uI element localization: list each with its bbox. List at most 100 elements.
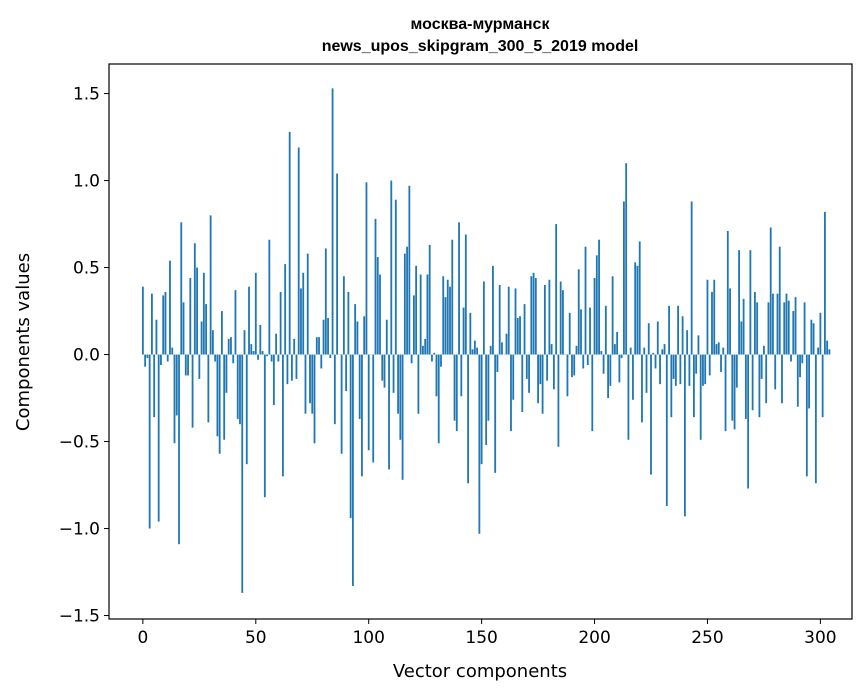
bar-129	[433, 353, 435, 355]
bar-116	[404, 254, 406, 355]
bar-291	[799, 355, 801, 378]
bar-67	[293, 339, 295, 355]
bar-190	[571, 355, 573, 378]
bar-chart: москва-мурманск news_upos_skipgram_300_5…	[0, 0, 867, 696]
bar-209	[614, 344, 616, 354]
bar-103	[375, 219, 377, 355]
y-tick-label: 0.5	[73, 259, 100, 279]
bar-47	[248, 287, 250, 355]
y-tick-label: −1.5	[59, 607, 100, 627]
bar-61	[280, 292, 282, 355]
bar-230	[661, 349, 663, 354]
bar-112	[395, 200, 397, 355]
bar-138	[454, 355, 456, 421]
bar-267	[745, 355, 747, 419]
bar-246	[698, 335, 700, 354]
bar-218	[634, 262, 636, 354]
bar-131	[438, 355, 440, 444]
bar-166	[517, 318, 519, 355]
bar-150	[481, 355, 483, 465]
bar-277	[768, 302, 770, 354]
bar-77	[316, 337, 318, 354]
bar-139	[456, 355, 458, 432]
bar-234	[670, 355, 672, 418]
bar-264	[738, 250, 740, 354]
bar-28	[205, 304, 207, 354]
bar-145	[469, 313, 471, 355]
bar-14	[174, 355, 176, 444]
bar-239	[682, 316, 684, 354]
bar-228	[657, 321, 659, 354]
bar-75	[311, 355, 313, 414]
bar-295	[808, 355, 810, 409]
bar-290	[797, 355, 799, 407]
bar-281	[777, 294, 779, 355]
bar-95	[357, 321, 359, 354]
bar-7	[158, 355, 160, 522]
y-tick-label: 1.0	[73, 172, 100, 192]
bar-45	[244, 330, 246, 354]
bar-136	[449, 287, 451, 355]
bar-184	[558, 355, 560, 447]
bar-287	[790, 355, 792, 362]
bar-194	[580, 309, 582, 354]
bar-114	[399, 355, 401, 440]
bars-group	[142, 88, 830, 593]
bar-202	[598, 240, 600, 355]
bar-253	[713, 280, 715, 355]
bar-188	[567, 355, 569, 397]
x-tick-label: 100	[352, 628, 384, 648]
bar-18	[183, 302, 185, 354]
bar-161	[506, 334, 508, 355]
y-tick-label: −0.5	[59, 433, 100, 453]
bar-255	[718, 342, 720, 354]
bar-105	[379, 275, 381, 355]
bar-128	[431, 355, 433, 362]
bar-204	[603, 355, 605, 374]
bar-115	[402, 355, 404, 480]
bar-9	[162, 295, 164, 354]
bar-302	[824, 212, 826, 355]
bar-130	[436, 355, 438, 397]
x-tick-label: 150	[465, 628, 497, 648]
bar-256	[720, 355, 722, 372]
bar-157	[497, 355, 499, 372]
bar-301	[822, 355, 824, 418]
bar-90	[345, 355, 347, 392]
bar-300	[819, 313, 821, 355]
bar-284	[783, 302, 785, 354]
bar-243	[691, 201, 693, 354]
bar-78	[318, 337, 320, 354]
bar-58	[273, 355, 275, 405]
bar-41	[235, 290, 237, 354]
bar-125	[424, 339, 426, 355]
bar-84	[332, 88, 334, 354]
bar-200	[594, 278, 596, 355]
bar-12	[169, 261, 171, 355]
bar-283	[781, 355, 783, 404]
bar-212	[621, 355, 623, 358]
bar-173	[533, 273, 535, 355]
bar-96	[359, 355, 361, 419]
bar-242	[688, 355, 690, 386]
bar-185	[560, 281, 562, 354]
chart-title-line2: news_upos_skipgram_300_5_2019 model	[322, 38, 639, 55]
bar-238	[679, 355, 681, 385]
bar-80	[323, 320, 325, 355]
bar-199	[591, 355, 593, 432]
bar-141	[460, 355, 462, 397]
bar-137	[451, 240, 453, 355]
bar-94	[354, 304, 356, 354]
x-tick-label: 0	[137, 628, 148, 648]
bar-214	[625, 163, 627, 354]
bar-86	[336, 174, 338, 355]
bar-269	[749, 250, 751, 354]
bar-299	[817, 348, 819, 355]
bar-275	[763, 346, 765, 355]
bar-153	[488, 355, 490, 421]
bar-79	[320, 355, 322, 369]
bar-298	[815, 355, 817, 484]
bar-34	[219, 355, 221, 454]
bar-132	[440, 355, 442, 367]
bar-235	[673, 355, 675, 379]
